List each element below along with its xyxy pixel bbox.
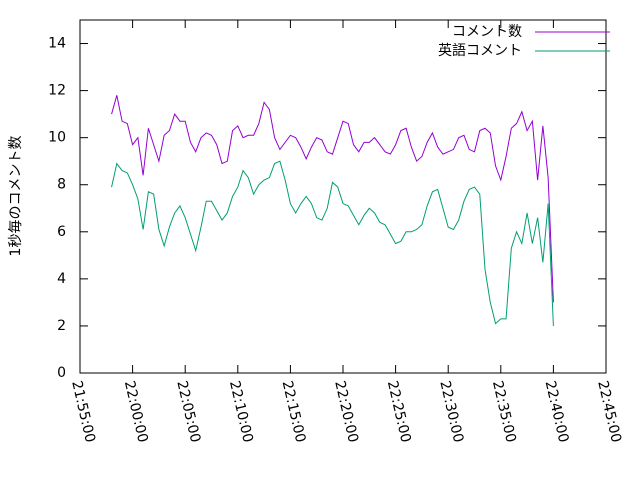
y-tick-label: 12 [48, 83, 66, 99]
x-tick-label: 22:45:00 [594, 379, 624, 444]
plot-frame [79, 19, 607, 374]
x-tick-label: 22:10:00 [226, 379, 256, 444]
x-tick-label: 21:55:00 [68, 379, 98, 444]
series-line [111, 95, 554, 303]
x-tick-label: 22:00:00 [121, 379, 151, 444]
series-line [111, 160, 554, 326]
y-tick-label: 8 [57, 177, 66, 193]
y-tick-label: 2 [57, 318, 66, 334]
y-tick-label: 14 [48, 36, 66, 52]
y-tick-label: 0 [57, 365, 66, 381]
y-tick-label: 10 [48, 130, 66, 146]
x-tick-label: 22:15:00 [279, 379, 309, 444]
x-tick-label: 22:40:00 [542, 379, 572, 444]
y-axis-label: 1秒毎のコメント数 [8, 136, 24, 257]
y-tick-label: 6 [57, 224, 66, 240]
x-tick-label: 22:35:00 [489, 379, 519, 444]
x-tick-label: 22:05:00 [173, 379, 203, 444]
x-tick-label: 22:30:00 [436, 379, 466, 444]
y-tick-label: 4 [57, 271, 66, 287]
legend-label: コメント数 [452, 24, 522, 40]
legend-label: 英語コメント [438, 42, 522, 59]
x-tick-label: 22:20:00 [331, 379, 361, 444]
x-tick-label: 22:25:00 [384, 379, 414, 444]
